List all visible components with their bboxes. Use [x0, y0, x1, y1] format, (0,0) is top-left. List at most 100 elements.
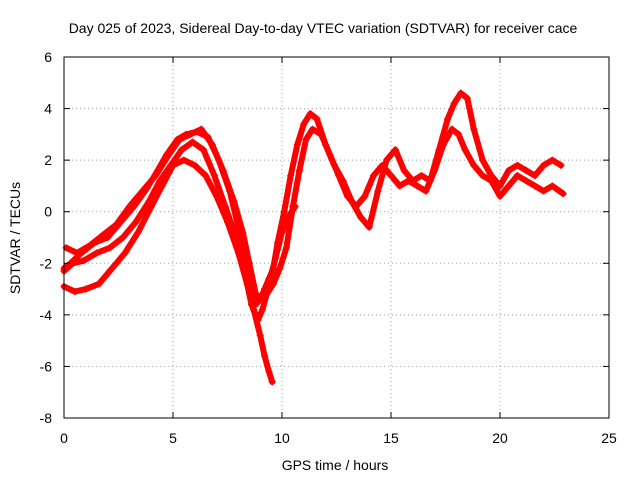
- data-point: [413, 182, 421, 190]
- data-point: [268, 378, 276, 386]
- data-point: [374, 187, 382, 195]
- x-tick-label: 10: [274, 430, 290, 446]
- data-point: [95, 280, 103, 288]
- data-point: [261, 352, 269, 360]
- data-point: [463, 94, 471, 102]
- data-point: [335, 172, 343, 180]
- data-point: [513, 172, 521, 180]
- data-point: [119, 234, 127, 241]
- data-point: [265, 368, 273, 376]
- data-point: [422, 187, 430, 195]
- y-tick-label: -4: [40, 307, 53, 323]
- series-line: [61, 157, 276, 385]
- data-point: [396, 182, 404, 190]
- data-point: [531, 182, 539, 190]
- data-point: [234, 249, 242, 257]
- series-layer: [60, 89, 567, 386]
- data-point: [302, 136, 310, 144]
- data-point: [496, 182, 504, 190]
- y-tick-label: 4: [44, 101, 52, 117]
- data-point: [487, 177, 495, 185]
- y-tick-label: 6: [44, 49, 52, 65]
- data-point: [276, 264, 284, 272]
- data-point: [86, 241, 94, 249]
- data-point: [343, 192, 351, 200]
- data-point: [479, 172, 487, 180]
- y-tick-label: -6: [40, 358, 53, 374]
- series-4: [62, 125, 299, 303]
- data-point: [522, 166, 530, 174]
- data-point: [287, 172, 295, 180]
- data-point: [239, 228, 247, 236]
- data-point: [365, 223, 373, 231]
- data-point: [82, 285, 90, 293]
- data-point: [513, 161, 521, 169]
- data-point: [219, 166, 227, 174]
- data-point: [455, 130, 463, 138]
- data-point: [230, 197, 238, 205]
- x-tick-label: 5: [169, 430, 177, 446]
- series-2: [60, 125, 567, 324]
- y-tick-label: -8: [40, 410, 53, 426]
- tick-layer: 0 5 10 15 20 25 -8 -6 -4 -2 0 2 4 6: [40, 49, 617, 446]
- data-point: [178, 146, 186, 154]
- data-point: [404, 177, 412, 185]
- data-point: [559, 190, 567, 198]
- series-line: [63, 126, 299, 303]
- data-point: [252, 290, 260, 298]
- data-point: [191, 161, 199, 169]
- data-point: [213, 192, 221, 200]
- y-tick-label: -2: [40, 255, 53, 271]
- data-point: [418, 172, 426, 180]
- y-axis-label: SDTVAR / TECUs: [7, 182, 23, 294]
- x-tick-label: 20: [492, 430, 508, 446]
- data-point: [93, 249, 101, 257]
- data-point: [134, 228, 142, 236]
- data-point: [73, 249, 81, 257]
- data-point: [282, 244, 290, 252]
- y-tick-label: 2: [44, 152, 52, 168]
- data-point: [450, 99, 458, 107]
- data-point: [169, 161, 177, 169]
- data-point: [313, 115, 321, 123]
- data-point: [557, 161, 565, 169]
- data-point: [245, 259, 253, 267]
- data-point: [361, 192, 369, 200]
- data-point: [165, 151, 173, 159]
- data-point: [197, 125, 205, 133]
- data-point: [180, 156, 188, 164]
- data-point: [317, 130, 325, 138]
- data-point: [306, 110, 314, 118]
- x-tick-label: 15: [383, 430, 399, 446]
- data-point: [470, 161, 478, 169]
- data-point: [278, 228, 286, 236]
- data-point: [147, 203, 155, 211]
- plot-frame: [63, 56, 610, 419]
- data-point: [202, 172, 210, 180]
- data-point: [71, 288, 79, 296]
- data-point: [106, 244, 114, 252]
- data-point: [132, 218, 140, 226]
- data-point: [505, 182, 513, 190]
- data-point: [356, 213, 364, 221]
- data-point: [176, 136, 184, 144]
- x-tick-label: 25: [601, 430, 617, 446]
- data-point: [295, 166, 303, 174]
- data-point: [326, 151, 334, 159]
- data-point: [210, 172, 218, 180]
- data-point: [444, 115, 452, 123]
- data-point: [158, 182, 166, 190]
- data-point: [186, 130, 194, 138]
- data-point: [152, 172, 160, 180]
- data-point: [258, 306, 266, 314]
- data-point: [439, 141, 447, 149]
- data-point: [391, 146, 399, 154]
- data-point: [548, 182, 556, 190]
- data-point: [121, 249, 129, 257]
- data-point: [387, 172, 395, 180]
- data-point: [370, 172, 378, 180]
- data-point: [461, 146, 469, 154]
- data-point: [243, 280, 251, 288]
- data-point: [522, 177, 530, 185]
